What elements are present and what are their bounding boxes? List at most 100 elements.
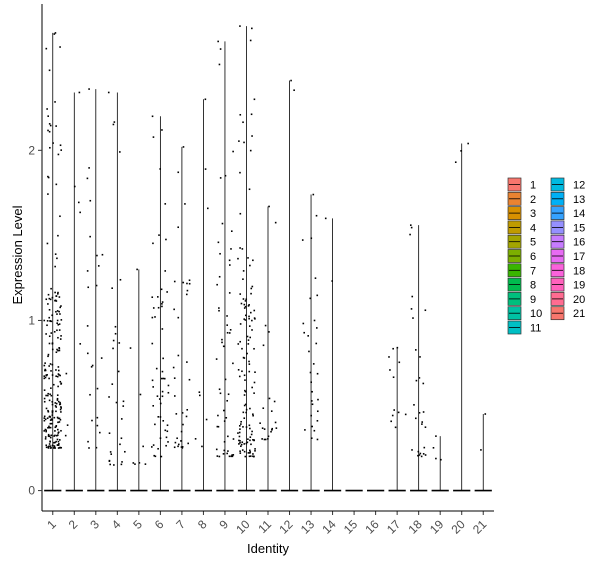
- data-point: [44, 418, 47, 421]
- y-tick-label: 0: [28, 484, 35, 498]
- legend-label: 18: [573, 265, 585, 277]
- data-point: [59, 144, 62, 147]
- data-point: [57, 373, 60, 375]
- data-point: [46, 324, 48, 327]
- data-point: [57, 434, 59, 436]
- data-point: [48, 399, 51, 402]
- data-point: [161, 370, 164, 373]
- data-point: [60, 406, 62, 408]
- data-point: [186, 361, 188, 363]
- data-point: [417, 450, 420, 453]
- data-point: [44, 368, 47, 371]
- data-point: [226, 331, 229, 334]
- data-point: [188, 378, 191, 381]
- data-point: [59, 374, 61, 377]
- data-point: [419, 452, 422, 455]
- data-point: [393, 409, 395, 411]
- data-point: [174, 441, 177, 444]
- data-point: [310, 381, 312, 384]
- data-point: [415, 379, 418, 382]
- data-point: [252, 453, 254, 455]
- data-point: [316, 438, 319, 441]
- data-point: [49, 440, 51, 443]
- data-point: [246, 335, 249, 338]
- data-point: [56, 416, 59, 419]
- data-point: [249, 451, 252, 453]
- data-point: [246, 441, 249, 444]
- data-point: [404, 413, 407, 416]
- data-point: [166, 430, 169, 433]
- data-point: [44, 376, 47, 379]
- data-point: [238, 375, 241, 378]
- data-point: [60, 149, 63, 151]
- x-axis-title: Identity: [247, 541, 289, 556]
- data-point: [100, 357, 103, 359]
- data-point: [48, 308, 51, 311]
- data-point: [237, 343, 240, 345]
- data-point: [88, 447, 90, 449]
- data-point: [167, 441, 169, 443]
- data-point: [58, 323, 61, 325]
- data-point: [249, 311, 252, 314]
- data-point: [49, 146, 51, 149]
- data-point: [120, 418, 123, 420]
- data-point: [218, 63, 221, 66]
- data-point: [290, 79, 292, 82]
- data-point: [238, 140, 240, 142]
- data-point: [249, 336, 252, 339]
- data-point: [161, 395, 164, 398]
- data-point: [223, 409, 225, 412]
- data-point: [247, 438, 249, 440]
- data-point: [54, 253, 57, 255]
- data-point: [60, 411, 62, 413]
- data-point: [158, 234, 160, 236]
- data-point: [230, 248, 232, 250]
- data-point: [252, 259, 254, 262]
- data-point: [45, 407, 48, 410]
- data-point: [267, 435, 270, 438]
- data-point: [45, 333, 47, 335]
- x-tick-label: 2: [66, 517, 81, 532]
- data-point: [244, 403, 247, 406]
- data-point: [204, 98, 207, 101]
- data-point: [49, 320, 52, 322]
- data-point: [152, 386, 154, 388]
- data-point: [44, 438, 47, 440]
- data-point: [394, 426, 397, 429]
- data-point: [250, 433, 253, 436]
- data-point: [166, 424, 169, 427]
- data-point: [49, 416, 52, 418]
- data-point: [57, 428, 59, 431]
- data-point: [43, 430, 46, 432]
- data-point: [244, 389, 246, 392]
- data-point: [218, 307, 220, 309]
- data-point: [165, 444, 167, 447]
- data-point: [47, 129, 49, 132]
- data-point: [152, 405, 155, 407]
- data-point: [240, 445, 242, 448]
- data-point: [244, 300, 247, 302]
- data-point: [268, 397, 271, 400]
- data-point: [47, 409, 49, 412]
- data-point: [314, 277, 317, 279]
- data-point: [57, 400, 60, 403]
- data-point: [50, 422, 53, 425]
- legend-label: 1: [530, 180, 536, 192]
- data-point: [59, 338, 62, 340]
- data-point: [56, 438, 59, 441]
- data-point: [173, 446, 176, 449]
- data-point: [58, 443, 60, 445]
- data-point: [244, 305, 247, 308]
- data-point: [153, 454, 156, 457]
- data-point: [421, 421, 424, 423]
- data-point: [251, 135, 253, 137]
- data-point: [45, 47, 48, 50]
- x-tick-label: 9: [216, 517, 231, 532]
- data-point: [180, 440, 182, 442]
- data-point: [134, 463, 136, 465]
- data-point: [206, 207, 209, 210]
- data-point: [43, 400, 46, 403]
- data-point: [98, 431, 101, 434]
- legend-label: 12: [573, 180, 585, 192]
